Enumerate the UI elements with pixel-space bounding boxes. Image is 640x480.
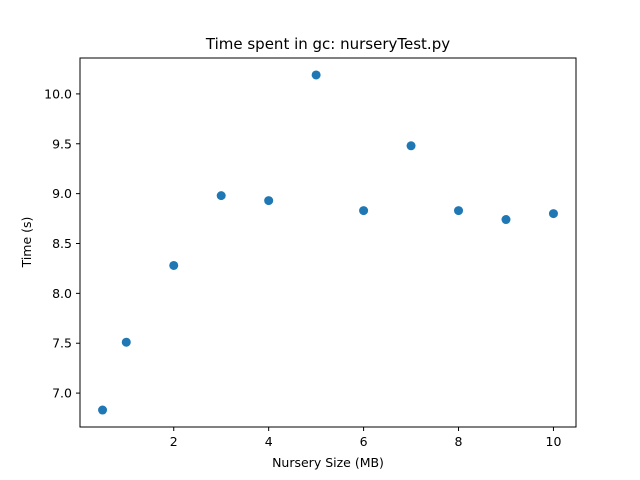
scatter-point	[98, 405, 108, 415]
y-tick-label: 10.0	[44, 86, 72, 101]
scatter-point	[169, 260, 179, 270]
y-axis-ticks: 7.0 7.5 8.0 8.5 9.0 9.5 10.0	[44, 86, 80, 401]
scatter-point	[406, 141, 416, 151]
y-tick-label: 7.0	[52, 386, 72, 401]
y-axis-label: Time (s)	[19, 217, 34, 269]
x-axis-label: Nursery Size (MB)	[272, 455, 384, 470]
x-axis-ticks: 2 4 6 8 10	[170, 427, 562, 449]
x-tick-label: 8	[455, 434, 463, 449]
y-tick-label: 8.0	[52, 286, 72, 301]
x-tick-label: 6	[360, 434, 368, 449]
scatter-point	[311, 70, 321, 80]
data-points	[98, 70, 558, 415]
scatter-point	[121, 337, 131, 347]
y-tick-label: 9.5	[52, 136, 72, 151]
plot-area	[80, 58, 576, 427]
x-tick-label: 2	[170, 434, 178, 449]
y-tick-label: 7.5	[52, 336, 72, 351]
scatter-point	[454, 206, 464, 216]
y-tick-label: 8.5	[52, 236, 72, 251]
plot-frame	[79, 57, 577, 428]
y-tick-label: 9.0	[52, 186, 72, 201]
scatter-point	[359, 206, 369, 216]
scatter-point	[264, 196, 274, 206]
scatter-point	[548, 209, 558, 219]
x-tick-label: 10	[546, 434, 562, 449]
chart-title: Time spent in gc: nurseryTest.py	[205, 35, 450, 53]
scatter-point	[501, 215, 511, 225]
scatter-point	[216, 191, 226, 201]
x-tick-label: 4	[265, 434, 273, 449]
